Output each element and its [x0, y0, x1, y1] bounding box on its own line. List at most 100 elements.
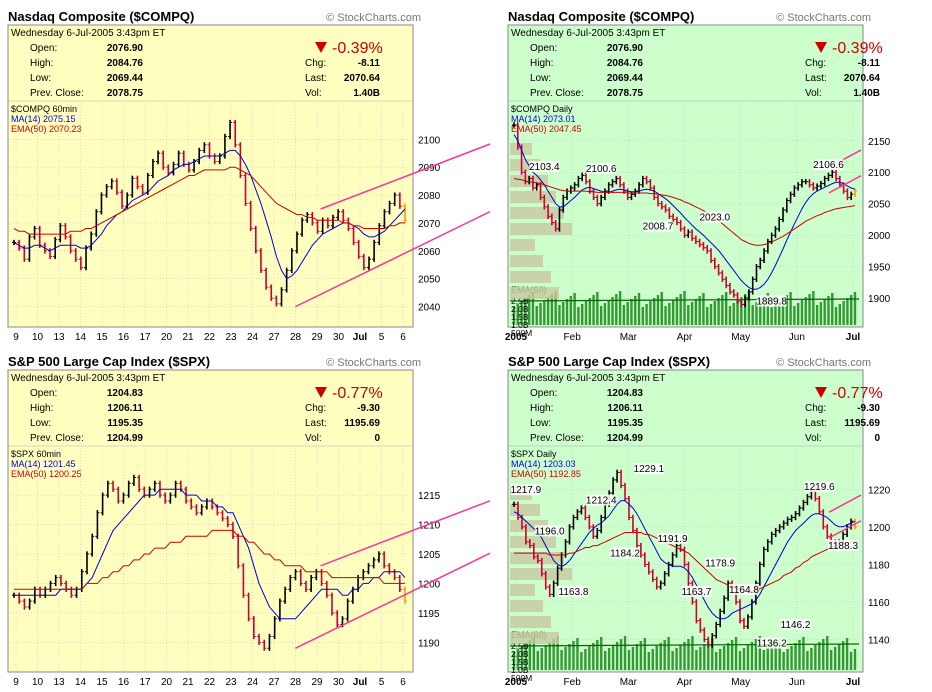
- panel-title: Nasdaq Composite ($COMPQ): [8, 9, 194, 24]
- volume-bar: [631, 647, 635, 670]
- volume-bar: [853, 292, 857, 325]
- volume-bar: [750, 642, 754, 670]
- y-tick-label: 1210: [418, 521, 441, 532]
- volume-bar: [596, 292, 599, 325]
- volume-bar: [581, 304, 584, 325]
- x-tick-label: 9: [13, 332, 19, 343]
- volume-bar: [649, 301, 652, 325]
- volume-bar: [730, 640, 734, 670]
- x-tick-label: Jul: [846, 332, 861, 343]
- volume-by-price-bar: [510, 536, 556, 548]
- volume-by-price-bar: [510, 255, 543, 267]
- volume-bar: [810, 648, 813, 670]
- x-tick-label: 22: [204, 332, 216, 343]
- quote-label: Chg:: [805, 403, 826, 414]
- x-tick-label: May: [731, 677, 750, 687]
- y-tick-label: 1190: [418, 638, 440, 649]
- volume-bar: [675, 297, 679, 325]
- volume-bar: [722, 646, 726, 670]
- x-tick-label: 29: [311, 677, 323, 687]
- volume-bar: [818, 642, 821, 670]
- annotation-label: 1217.9: [511, 485, 542, 496]
- volume-by-price-bar: [510, 287, 559, 299]
- x-tick-label: 20: [161, 332, 173, 343]
- quote-label: Last:: [305, 418, 327, 429]
- volume-bar: [721, 295, 724, 325]
- x-tick-label: 21: [182, 677, 194, 687]
- volume-bar: [527, 295, 531, 325]
- quote-value: 1195.69: [844, 418, 880, 429]
- annotation-label: 1164.8: [729, 585, 759, 596]
- annotation-label: 1191.9: [658, 534, 688, 545]
- x-tick-label: 24: [247, 677, 259, 687]
- volume-ema-line: [509, 298, 860, 302]
- percent-change: -0.77%: [332, 385, 383, 402]
- volume-bar: [690, 302, 694, 325]
- volume-bar: [528, 640, 532, 670]
- timestamp: Wednesday 6-Jul-2005 3:43pm ET: [11, 28, 165, 39]
- x-tick-label: 23: [225, 677, 237, 687]
- volume-bar: [781, 298, 785, 325]
- annotation-label: 2103.4: [529, 162, 560, 173]
- trendline-upper: [320, 500, 491, 567]
- y-tick-label: 2050: [418, 275, 441, 286]
- x-tick-label: Feb: [564, 677, 582, 687]
- legend-entry: MA(14) 1201.45: [11, 459, 76, 469]
- quote-value: -9.30: [357, 403, 380, 414]
- volume-bar: [634, 296, 637, 325]
- x-tick-label: 13: [53, 332, 65, 343]
- y-tick-label: 2100: [418, 135, 441, 146]
- legend-entry: $SPX Daily: [511, 449, 557, 459]
- quote-value: 2078.75: [607, 88, 644, 99]
- volume-bar: [576, 638, 579, 670]
- legend-entry: EMA(50) 1192.85: [511, 469, 581, 479]
- y-tick-label: 1195: [418, 609, 440, 620]
- trendline-upper: [828, 494, 862, 513]
- volume-bar: [706, 307, 709, 325]
- volume-bar: [544, 645, 547, 670]
- credit-label: © StockCharts.com: [326, 12, 421, 24]
- volume-bar: [596, 640, 599, 670]
- volume-bar: [651, 649, 654, 670]
- volume-bar: [615, 294, 618, 325]
- annotation-label: 2008.7: [643, 222, 674, 233]
- volume-bar: [766, 293, 770, 325]
- volume-bar: [599, 306, 603, 325]
- annotation-label: 1178.9: [705, 558, 735, 569]
- y-tick-label: 1950: [868, 263, 891, 274]
- volume-bar: [520, 646, 524, 670]
- quote-value: 1204.83: [607, 388, 644, 399]
- percent-change: -0.39%: [332, 40, 383, 57]
- credit-label: © StockCharts.com: [776, 12, 871, 24]
- x-tick-label: May: [731, 332, 750, 343]
- volume-bar: [572, 641, 575, 670]
- x-tick-label: 2005: [505, 677, 528, 687]
- quote-label: High:: [30, 403, 53, 414]
- volume-bar: [611, 645, 615, 670]
- volume-bar: [827, 296, 830, 325]
- x-tick-label: 23: [225, 332, 237, 343]
- x-tick-label: 24: [247, 332, 259, 343]
- volume-bar: [584, 649, 587, 670]
- annotation-bg: [529, 161, 560, 173]
- volume-tick-label: 1.5B: [511, 657, 529, 667]
- volume-bar: [516, 649, 520, 670]
- y-tick-label: 1215: [418, 491, 441, 502]
- x-tick-label: 17: [139, 677, 151, 687]
- quote-label: Open:: [530, 43, 557, 54]
- volume-tick-label: 1.5B: [511, 312, 529, 322]
- x-tick-label: Mar: [620, 332, 638, 343]
- legend-entry: MA(14) 2073.01: [511, 114, 576, 124]
- quote-label: Vol:: [305, 88, 322, 99]
- ema50-line: [13, 166, 405, 235]
- volume-bar: [695, 650, 698, 670]
- quote-label: Open:: [30, 388, 57, 399]
- x-tick-label: Jul: [846, 677, 861, 687]
- y-tick-label: 2070: [418, 219, 441, 230]
- x-tick-label: 6: [400, 677, 406, 687]
- panel-title: S&P 500 Large Cap Index ($SPX): [8, 354, 210, 369]
- down-arrow-icon: [815, 42, 827, 53]
- quote-value: -8.11: [358, 58, 381, 69]
- volume-bar: [707, 641, 710, 670]
